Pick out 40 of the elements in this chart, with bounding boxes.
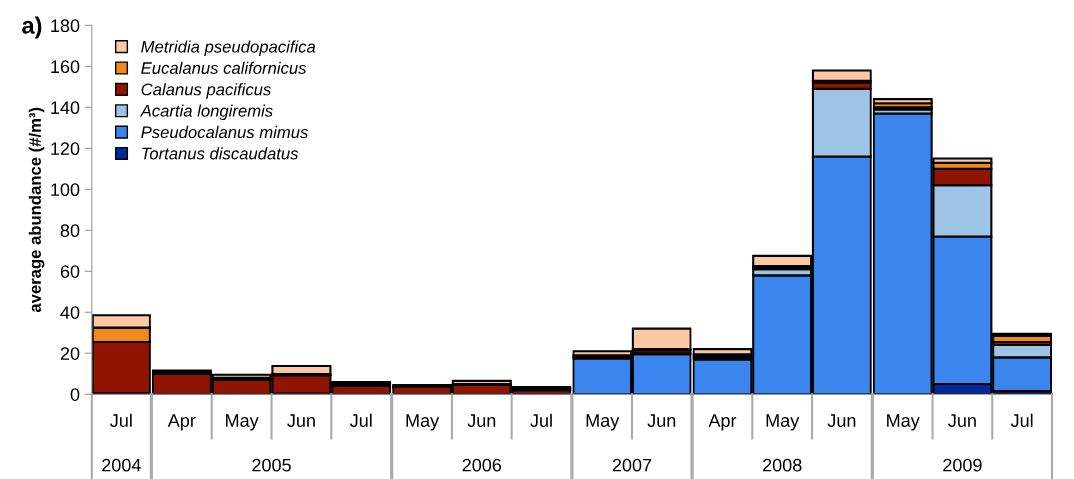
x-axis-title: 2004 — [102, 458, 141, 472]
x-tick-label: May — [406, 414, 440, 431]
legend-label: Tortanus discaudatus — [142, 147, 299, 160]
x-tick-label: Jun — [287, 414, 315, 427]
text: a) — [22, 16, 42, 39]
y-tick-label: 80 — [60, 224, 80, 238]
x-tick-label: May — [766, 414, 800, 431]
x-tick-label: Jul — [1010, 413, 1033, 427]
y-axis-title: average abundance (#/m³) — [28, 107, 45, 313]
x-tick-label: May — [226, 414, 259, 431]
x-axis-title: 2007 — [612, 458, 652, 472]
y-tick-label: 0 — [70, 388, 80, 401]
x-axis-title: 2005 — [252, 458, 291, 472]
x-tick-label: Jun — [948, 414, 976, 427]
y-tick-label: 40 — [60, 306, 80, 319]
x-axis-title: 2006 — [462, 458, 502, 472]
y-tick-label: 120 — [51, 142, 80, 156]
legend-label: Eucalanus californicus — [141, 61, 307, 74]
y-tick-label: 20 — [60, 347, 80, 360]
x-tick-label: May — [887, 414, 920, 431]
y-tick-label: 180 — [51, 19, 80, 33]
y-tick-label: 100 — [51, 183, 80, 197]
legend-label: Metridia pseudopacifica — [141, 40, 316, 56]
x-tick-label: Jun — [827, 414, 856, 427]
y-tick-label: 140 — [51, 101, 80, 115]
legend-label: Pseudocalanus mimus — [141, 125, 309, 139]
y-tick-label: 160 — [51, 60, 80, 74]
x-axis-title: 2008 — [763, 458, 802, 472]
y-tick-label: 60 — [60, 265, 80, 278]
x-tick-label: Jul — [530, 413, 552, 427]
legend-label: Calanus pacificus — [141, 83, 271, 99]
x-axis-title: 2009 — [943, 458, 982, 472]
x-tick-label: May — [586, 414, 620, 431]
x-tick-label: Jun — [647, 414, 676, 427]
x-tick-label: Jul — [349, 413, 372, 427]
x-tick-label: Apr — [167, 414, 196, 431]
x-tick-label: Jun — [467, 414, 496, 427]
x-tick-label: Jul — [110, 413, 132, 427]
x-tick-label: Apr — [708, 414, 737, 431]
legend-label: Acartia longiremis — [139, 104, 273, 121]
